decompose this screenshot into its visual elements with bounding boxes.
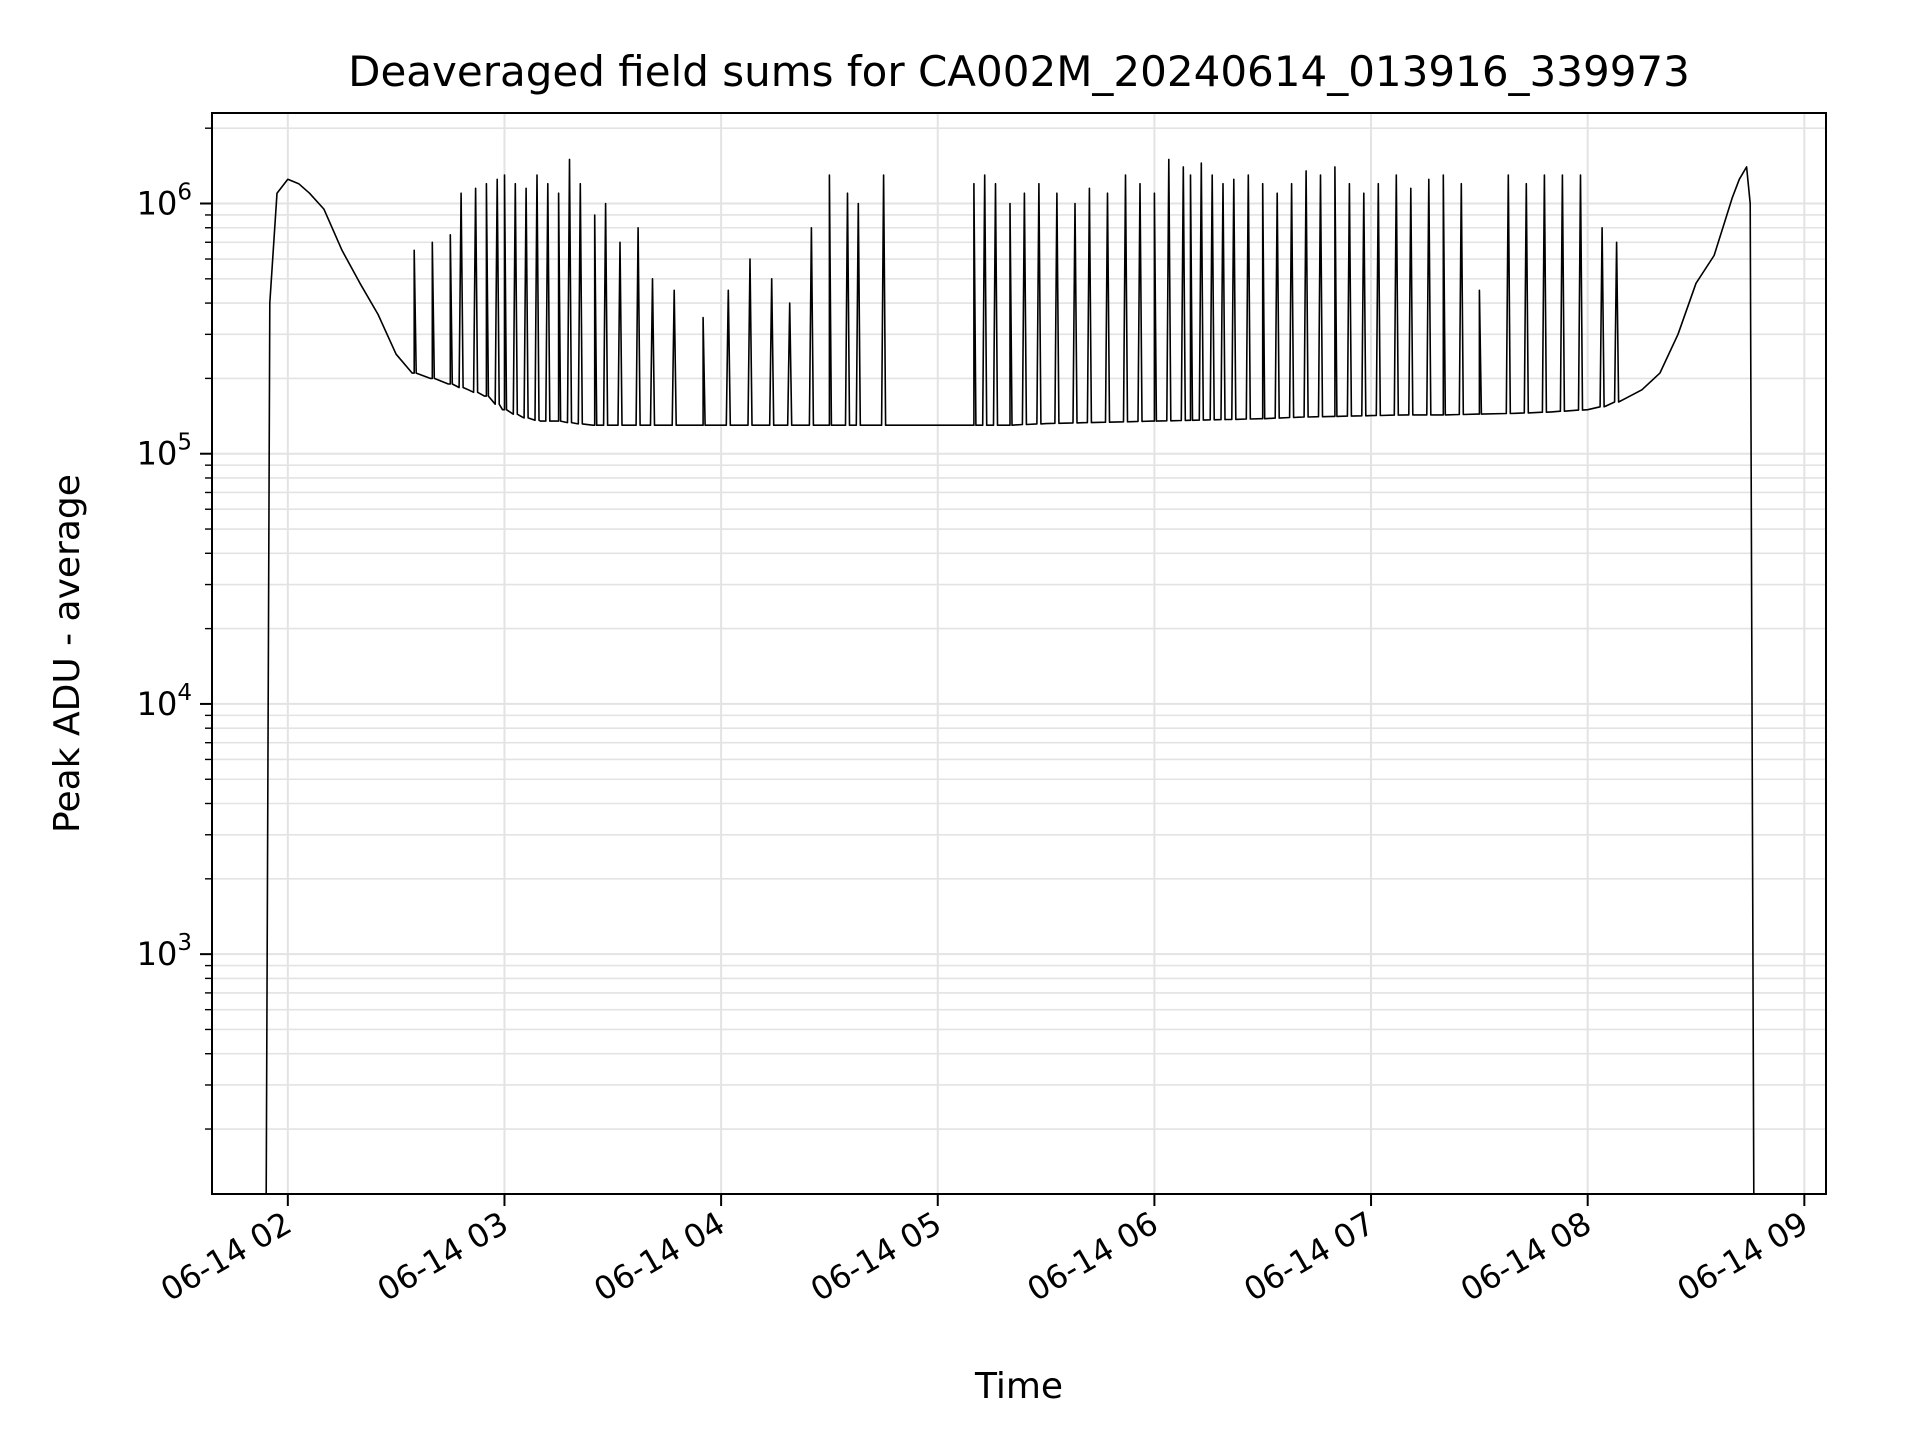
y-axis-title: Peak ADU - average	[47, 474, 88, 833]
x-axis-title: Time	[974, 1366, 1063, 1407]
y-tick-label: 104	[137, 680, 192, 723]
plot-frame	[211, 112, 1827, 1195]
grid	[212, 113, 1826, 1194]
chart-title: Deaveraged field sums for CA002M_2024061…	[348, 47, 1690, 96]
y-tick-label: 106	[137, 180, 192, 223]
y-tick-label: 105	[137, 430, 192, 473]
y-tick-label: 103	[137, 930, 192, 973]
data-layer	[265, 158, 1755, 1195]
series-line	[265, 158, 1755, 1195]
